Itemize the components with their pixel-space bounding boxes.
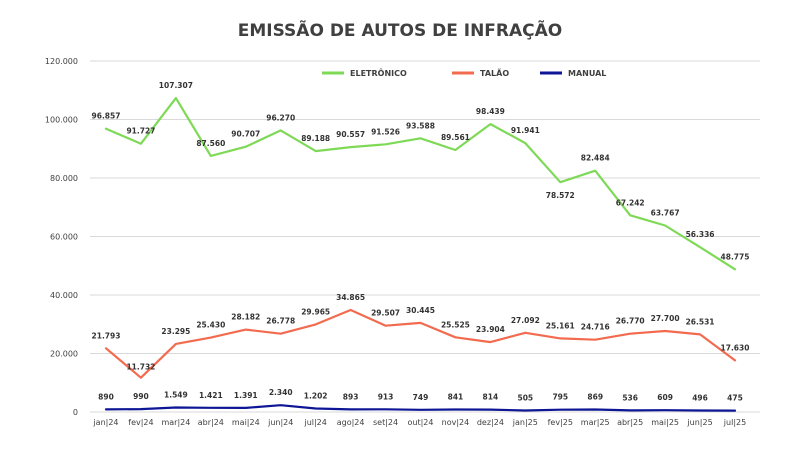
data-label-manual: 890 (98, 392, 114, 401)
y-tick-label: 40.000 (50, 291, 78, 300)
data-label-talão: 23.295 (161, 327, 190, 336)
data-label-manual: 609 (657, 393, 673, 402)
y-tick-label: 0 (73, 408, 78, 417)
data-label-manual: 841 (448, 393, 464, 402)
x-tick-label: nov|24 (442, 418, 470, 427)
data-label-talão: 27.092 (511, 316, 540, 325)
x-tick-label: jan|25 (512, 418, 538, 427)
data-label-talão: 28.182 (231, 313, 260, 322)
x-tick-label: out|24 (408, 418, 434, 427)
data-label-talão: 24.716 (581, 323, 610, 332)
data-label-talão: 29.507 (371, 309, 400, 318)
data-label-manual: 475 (727, 394, 743, 403)
data-label-talão: 27.700 (651, 314, 680, 323)
data-label-manual: 749 (413, 393, 429, 402)
data-label-eletrônico: 82.484 (581, 154, 610, 163)
data-label-manual: 913 (378, 392, 394, 401)
data-label-eletrônico: 56.336 (686, 230, 715, 239)
data-label-talão: 21.793 (92, 331, 121, 340)
x-tick-label: jun|24 (267, 418, 293, 427)
data-label-talão: 34.865 (336, 293, 365, 302)
data-label-talão: 25.161 (546, 321, 575, 330)
x-axis-ticks: jan|24 fev|24 mar|24 abr|24 mai|24 jun|24 jul|… (92, 418, 746, 427)
data-label-eletrônico: 91.727 (126, 127, 155, 136)
data-label-eletrônico: 67.242 (616, 198, 645, 207)
x-tick-label: jun|25 (686, 418, 712, 427)
chart-title: EMISSÃO DE AUTOS DE INFRAÇÃO (238, 18, 563, 41)
y-tick-label: 100.000 (45, 116, 78, 125)
x-tick-label: mar|24 (161, 418, 190, 427)
data-label-talão: 23.904 (476, 325, 505, 334)
data-label-talão: 26.770 (616, 317, 645, 326)
data-label-manual: 2.340 (269, 388, 293, 397)
data-label-eletrônico: 48.775 (721, 252, 750, 261)
data-label-talão: 26.778 (266, 317, 295, 326)
series-lines (104, 96, 737, 412)
data-label-eletrônico: 96.857 (92, 112, 121, 121)
gridlines (90, 60, 760, 413)
legend-label: ELETRÔNICO (350, 67, 407, 78)
data-label-eletrônico: 89.188 (301, 134, 330, 143)
data-label-eletrônico: 78.572 (546, 191, 575, 200)
x-tick-label: dez|24 (477, 418, 504, 427)
data-label-eletrônico: 91.941 (511, 126, 540, 135)
data-label-manual: 795 (552, 393, 568, 402)
data-label-talão: 17.630 (721, 343, 750, 352)
data-label-eletrônico: 90.707 (231, 130, 260, 139)
data-label-eletrônico: 98.439 (476, 107, 505, 116)
legend-label: MANUAL (568, 69, 606, 78)
data-label-manual: 990 (133, 392, 149, 401)
series-line-eletrônico (104, 96, 737, 271)
data-label-talão: 25.525 (441, 320, 470, 329)
x-tick-label: ago|24 (337, 418, 365, 427)
data-label-manual: 869 (587, 392, 603, 401)
x-tick-label: mai|25 (651, 418, 679, 427)
x-tick-label: fev|24 (128, 418, 153, 427)
data-label-eletrônico: 96.270 (266, 113, 295, 122)
data-label-talão: 26.531 (686, 317, 715, 326)
x-tick-label: jan|24 (92, 418, 118, 427)
y-tick-label: 120.000 (45, 57, 78, 66)
data-label-eletrônico: 90.557 (336, 130, 365, 139)
data-label-manual: 1.549 (164, 390, 188, 399)
legend-label: TALÃO (480, 68, 509, 78)
data-label-talão: 11.732 (126, 363, 155, 372)
data-label-manual: 1.202 (304, 391, 328, 400)
data-label-eletrônico: 93.588 (406, 121, 435, 130)
y-tick-label: 60.000 (50, 233, 78, 242)
data-label-manual: 536 (622, 393, 638, 402)
data-label-manual: 893 (343, 392, 359, 401)
x-tick-label: mar|25 (581, 418, 610, 427)
data-label-eletrônico: 63.767 (651, 208, 680, 217)
data-label-talão: 25.430 (196, 321, 225, 330)
data-labels: 96.857 91.727 107.307 87.560 90.707 96.270 89.… (92, 81, 750, 402)
legend: ELETRÔNICO TALÃO MANUAL (322, 67, 606, 78)
x-tick-label: jul|25 (723, 418, 746, 427)
y-axis-ticks: 0 20.000 40.000 60.000 80.000 100.000 120.000 (45, 57, 78, 417)
x-tick-label: mai|24 (232, 418, 260, 427)
data-label-manual: 1.421 (199, 391, 223, 400)
x-tick-label: set|24 (373, 418, 398, 427)
x-tick-label: abr|24 (198, 418, 224, 427)
y-tick-label: 20.000 (50, 350, 78, 359)
data-label-manual: 814 (483, 393, 499, 402)
series-line-talão (104, 308, 737, 379)
series-line-manual (104, 404, 737, 412)
data-label-eletrônico: 91.526 (371, 127, 400, 136)
data-label-talão: 30.445 (406, 306, 435, 315)
data-label-eletrônico: 87.560 (196, 139, 225, 148)
y-tick-label: 80.000 (50, 174, 78, 183)
data-label-eletrônico: 89.561 (441, 133, 470, 142)
data-label-manual: 505 (518, 394, 534, 403)
x-tick-label: abr|25 (617, 418, 643, 427)
data-label-talão: 29.965 (301, 307, 330, 316)
x-tick-label: jul|24 (303, 418, 326, 427)
x-tick-label: fev|25 (548, 418, 573, 427)
data-label-manual: 1.391 (234, 391, 258, 400)
data-label-manual: 496 (692, 394, 708, 403)
data-label-eletrônico: 107.307 (159, 81, 193, 90)
